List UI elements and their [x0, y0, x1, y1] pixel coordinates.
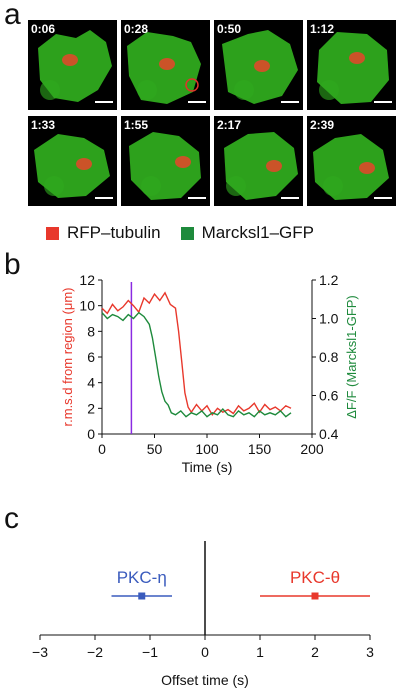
- x-tick-label: 1: [256, 644, 264, 660]
- legend-item-rfp-tubulin: RFP–tubulin: [46, 223, 161, 243]
- x-tick-label: 0: [98, 441, 106, 457]
- panel-letter-b: b: [4, 248, 21, 281]
- micrograph-timestamp: 0:28: [124, 22, 149, 36]
- micrograph-grid: 0:06 0:28 0:50 1:12 1:33 1:55 2:17 2:39: [28, 20, 398, 208]
- left-tick-label: 4: [87, 375, 95, 391]
- right-tick-label: 0.8: [319, 349, 339, 365]
- panel-letter-a: a: [4, 0, 21, 31]
- legend-label-rfp-tubulin: RFP–tubulin: [67, 223, 161, 242]
- right-tick-label: 0.6: [319, 388, 339, 404]
- x-tick-label: −3: [32, 644, 48, 660]
- x-tick-label: 2: [311, 644, 319, 660]
- micrograph-image: [127, 32, 201, 104]
- x-tick-label: 100: [195, 441, 219, 457]
- left-tick-label: 2: [87, 400, 95, 416]
- left-tick-label: 10: [79, 298, 95, 314]
- micrograph-timestamp: 1:55: [124, 118, 149, 132]
- pkc-eta-point: [138, 592, 146, 600]
- x-tick-label: 0: [201, 644, 209, 660]
- left-axis-label: r.m.s.d from region (μm): [60, 288, 75, 427]
- panel-letter-c: c: [4, 502, 19, 535]
- x-axis-label: Time (s): [182, 459, 233, 475]
- x-tick-label: −1: [142, 644, 158, 660]
- cell-body: [129, 132, 201, 200]
- tubulin-signal: [175, 156, 191, 168]
- micrograph-tile: 0:28: [121, 20, 210, 110]
- line-chart-b: 0 2 4 6 8 10 12 0.4 0.6 0.8 1.0 1.2 0 50 100 150 200 Time…: [60, 272, 359, 475]
- left-tick-label: 12: [79, 272, 95, 288]
- tubulin-signal: [359, 162, 375, 174]
- legend-swatch-green: [180, 226, 194, 240]
- series-marcksl1-gfp: [101, 311, 292, 418]
- micrograph-tile: 2:17: [214, 116, 303, 206]
- scale-bar: [374, 197, 392, 199]
- cell-protrusion: [319, 80, 339, 100]
- micrograph-image: [224, 132, 298, 200]
- x-tick-label: −2: [87, 644, 103, 660]
- tubulin-signal: [254, 60, 270, 72]
- micrograph-image: [313, 134, 389, 200]
- legend: RFP–tubulin Marcksl1–GFP: [46, 223, 334, 243]
- x-tick-label: 3: [366, 644, 374, 660]
- cell-protrusion: [234, 80, 254, 100]
- offset-chart-c: −3 −2 −1 0 1 2 3 PKC-η PKC-θ Offset time (s): [32, 541, 374, 688]
- right-axis-label: ΔF/F (Marcksl1-GFP): [344, 295, 359, 419]
- micrograph-image: [317, 32, 389, 104]
- micrograph-tile: 0:06: [28, 20, 117, 110]
- scale-bar: [374, 101, 392, 103]
- scale-bar: [95, 197, 113, 199]
- legend-swatch-red: [46, 226, 59, 240]
- micrograph-timestamp: 2:17: [217, 118, 242, 132]
- micrograph-timestamp: 1:33: [31, 118, 56, 132]
- right-tick-label: 1.2: [319, 272, 339, 288]
- left-tick-label: 8: [87, 323, 95, 339]
- legend-item-marcksl1-gfp: Marcksl1–GFP: [180, 223, 314, 243]
- scale-bar: [281, 101, 299, 103]
- micrograph-image: [222, 30, 298, 104]
- right-tick-label: 1.0: [319, 311, 339, 327]
- cell-protrusion: [40, 80, 60, 100]
- series-rfp-tubulin: [101, 291, 292, 417]
- tubulin-signal: [266, 160, 282, 172]
- micrograph-tile: 1:33: [28, 116, 117, 206]
- tubulin-signal: [159, 58, 175, 70]
- legend-label-marcksl1-gfp: Marcksl1–GFP: [201, 223, 314, 242]
- tubulin-signal: [76, 158, 92, 170]
- micrograph-timestamp: 1:12: [310, 22, 335, 36]
- x-tick-label: 150: [248, 441, 272, 457]
- left-tick-label: 0: [87, 426, 95, 442]
- scale-bar: [281, 197, 299, 199]
- micrograph-tile: 0:50: [214, 20, 303, 110]
- scale-bar: [188, 101, 206, 103]
- right-tick-label: 0.4: [319, 426, 339, 442]
- pkc-theta-point: [311, 592, 319, 600]
- micrograph-timestamp: 2:39: [310, 118, 335, 132]
- pkc-theta-label: PKC-θ: [290, 568, 340, 587]
- tubulin-signal: [349, 52, 365, 64]
- micrograph-tile: 2:39: [307, 116, 396, 206]
- micrograph-image: [34, 134, 110, 198]
- tubulin-signal: [62, 54, 78, 66]
- micrograph-tile: 1:55: [121, 116, 210, 206]
- region-circle: [185, 78, 199, 92]
- micrograph-tile: 1:12: [307, 20, 396, 110]
- cell-protrusion: [226, 176, 246, 196]
- scale-bar: [95, 101, 113, 103]
- cell-protrusion: [137, 80, 157, 100]
- micrograph-image: [38, 30, 112, 102]
- x-tick-label: 200: [300, 441, 324, 457]
- x-tick-label: 50: [147, 441, 163, 457]
- scale-bar: [188, 197, 206, 199]
- micrograph-image: [129, 132, 201, 200]
- cell-protrusion: [44, 176, 64, 196]
- cell-protrusion: [141, 176, 161, 196]
- pkc-eta-label: PKC-η: [117, 568, 167, 587]
- cell-protrusion: [323, 176, 343, 196]
- x-axis-label: Offset time (s): [161, 672, 249, 688]
- left-tick-label: 6: [87, 349, 95, 365]
- micrograph-timestamp: 0:06: [31, 22, 56, 36]
- micrograph-timestamp: 0:50: [217, 22, 242, 36]
